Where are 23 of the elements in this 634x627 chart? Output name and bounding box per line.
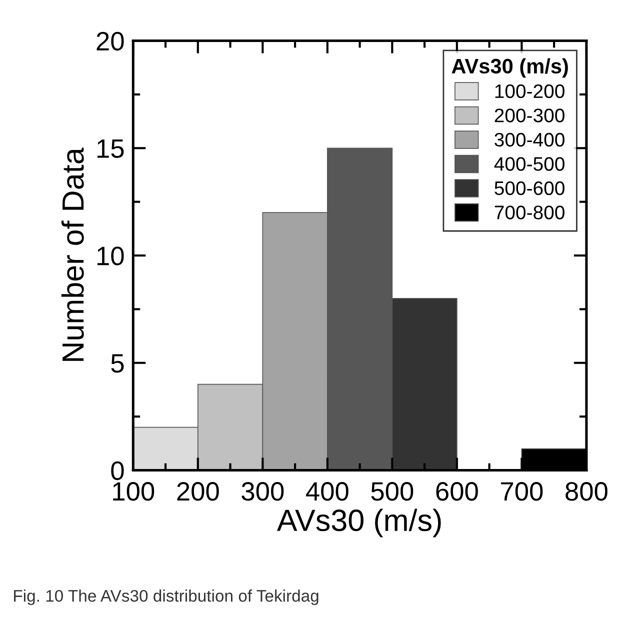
legend-label: 300-400	[494, 132, 564, 147]
x-tick-label: 400	[306, 482, 348, 501]
x-tick-label: 300	[242, 482, 284, 501]
x-tick-label: 100	[113, 482, 154, 501]
legend-label: 700-800	[494, 206, 564, 220]
x-tick-label: 200	[177, 482, 219, 501]
y-tick-label: 20	[96, 32, 124, 51]
y-tick-label: 10	[97, 246, 124, 266]
y-tick-label: 5	[111, 354, 124, 373]
legend-label: 100-200	[495, 84, 564, 98]
x-tick-label: 500	[371, 482, 414, 501]
y-tick-label: 0	[111, 461, 124, 480]
x-axis-title: AVs30 (m/s)	[276, 508, 441, 538]
x-tick-label: 700	[501, 482, 543, 501]
y-axis-title: Number of Data	[61, 148, 84, 361]
legend-label: 200-300	[494, 108, 564, 122]
x-tick-label: 800	[566, 482, 608, 501]
legend-label: 400-500	[494, 157, 564, 171]
legend-label: 500-600	[494, 181, 564, 196]
legend-title: AVs30 (m/s)	[452, 58, 568, 78]
caption: Fig. 10 The AVs30 distribution of Tekirdag	[14, 590, 318, 606]
x-tick-label: 600	[436, 482, 478, 501]
y-tick-label: 15	[97, 140, 124, 158]
